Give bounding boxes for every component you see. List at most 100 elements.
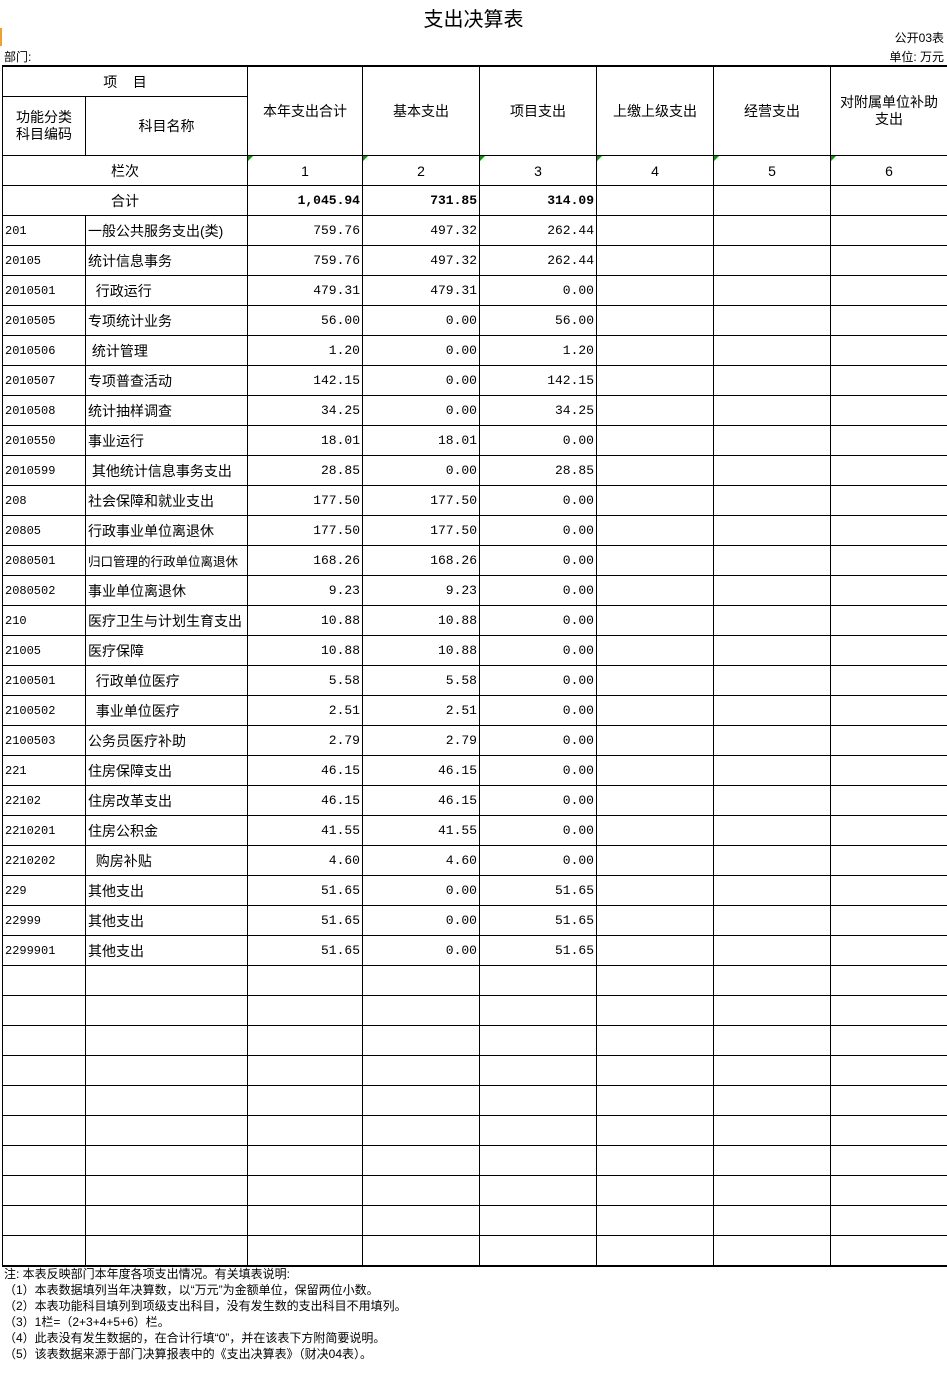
empty-cell[interactable] bbox=[2, 1055, 86, 1086]
row-value[interactable]: 759.76 bbox=[247, 215, 363, 246]
row-code[interactable]: 2080502 bbox=[2, 575, 86, 606]
row-value[interactable]: 2.51 bbox=[362, 695, 480, 726]
row-value[interactable] bbox=[830, 785, 947, 816]
empty-cell[interactable] bbox=[2, 1085, 86, 1116]
empty-cell[interactable] bbox=[596, 1145, 714, 1176]
row-value[interactable] bbox=[596, 605, 714, 636]
row-value[interactable] bbox=[596, 365, 714, 396]
row-value[interactable] bbox=[713, 785, 831, 816]
row-code[interactable]: 2010550 bbox=[2, 425, 86, 456]
row-value[interactable] bbox=[713, 335, 831, 366]
empty-cell[interactable] bbox=[479, 995, 597, 1026]
row-value[interactable]: 10.88 bbox=[247, 635, 363, 666]
empty-cell[interactable] bbox=[2, 965, 86, 996]
empty-cell[interactable] bbox=[85, 1115, 248, 1146]
empty-cell[interactable] bbox=[362, 1025, 480, 1056]
row-value[interactable] bbox=[596, 335, 714, 366]
row-value[interactable] bbox=[713, 605, 831, 636]
row-name[interactable]: 医疗保障 bbox=[85, 635, 248, 666]
row-value[interactable] bbox=[596, 725, 714, 756]
row-value[interactable]: 0.00 bbox=[479, 425, 597, 456]
row-value[interactable] bbox=[596, 815, 714, 846]
row-value[interactable]: 262.44 bbox=[479, 245, 597, 276]
row-code[interactable]: 208 bbox=[2, 485, 86, 516]
row-code[interactable]: 2210201 bbox=[2, 815, 86, 846]
empty-cell[interactable] bbox=[479, 1025, 597, 1056]
row-value[interactable]: 0.00 bbox=[479, 635, 597, 666]
row-value[interactable] bbox=[830, 545, 947, 576]
row-value[interactable] bbox=[596, 665, 714, 696]
row-value[interactable] bbox=[713, 725, 831, 756]
row-value[interactable] bbox=[830, 335, 947, 366]
row-name[interactable]: 医疗卫生与计划生育支出 bbox=[85, 605, 248, 636]
empty-cell[interactable] bbox=[479, 1235, 597, 1267]
empty-cell[interactable] bbox=[362, 1085, 480, 1116]
empty-cell[interactable] bbox=[247, 995, 363, 1026]
row-value[interactable]: 28.85 bbox=[479, 455, 597, 486]
row-name[interactable]: 其他支出 bbox=[85, 905, 248, 936]
row-value[interactable]: 177.50 bbox=[362, 485, 480, 516]
row-value[interactable] bbox=[830, 305, 947, 336]
empty-cell[interactable] bbox=[713, 995, 831, 1026]
total-value[interactable]: 731.85 bbox=[362, 185, 480, 216]
row-value[interactable]: 10.88 bbox=[362, 635, 480, 666]
row-value[interactable]: 10.88 bbox=[247, 605, 363, 636]
empty-cell[interactable] bbox=[362, 965, 480, 996]
row-value[interactable] bbox=[596, 785, 714, 816]
row-code[interactable]: 221 bbox=[2, 755, 86, 786]
row-value[interactable]: 479.31 bbox=[247, 275, 363, 306]
empty-cell[interactable] bbox=[2, 1145, 86, 1176]
row-value[interactable] bbox=[596, 305, 714, 336]
empty-cell[interactable] bbox=[85, 1085, 248, 1116]
total-value[interactable]: 314.09 bbox=[479, 185, 597, 216]
row-value[interactable] bbox=[596, 755, 714, 786]
row-name[interactable]: 公务员医疗补助 bbox=[85, 725, 248, 756]
row-name[interactable]: 行政事业单位离退休 bbox=[85, 515, 248, 546]
row-value[interactable] bbox=[596, 935, 714, 966]
row-value[interactable]: 177.50 bbox=[247, 485, 363, 516]
row-value[interactable]: 142.15 bbox=[247, 365, 363, 396]
row-code[interactable]: 2100501 bbox=[2, 665, 86, 696]
row-value[interactable]: 0.00 bbox=[362, 455, 480, 486]
row-value[interactable] bbox=[830, 845, 947, 876]
empty-cell[interactable] bbox=[713, 1055, 831, 1086]
row-value[interactable]: 142.15 bbox=[479, 365, 597, 396]
row-value[interactable] bbox=[713, 845, 831, 876]
row-name[interactable]: 其他支出 bbox=[85, 935, 248, 966]
row-value[interactable]: 0.00 bbox=[479, 815, 597, 846]
row-name[interactable]: 一般公共服务支出(类) bbox=[85, 215, 248, 246]
row-name[interactable]: 统计抽样调查 bbox=[85, 395, 248, 426]
row-value[interactable]: 497.32 bbox=[362, 215, 480, 246]
row-code[interactable]: 2010599 bbox=[2, 455, 86, 486]
empty-cell[interactable] bbox=[596, 1175, 714, 1206]
row-name[interactable]: 事业单位医疗 bbox=[85, 695, 248, 726]
row-value[interactable] bbox=[713, 395, 831, 426]
empty-cell[interactable] bbox=[596, 1055, 714, 1086]
empty-cell[interactable] bbox=[596, 995, 714, 1026]
empty-cell[interactable] bbox=[247, 1205, 363, 1236]
empty-cell[interactable] bbox=[247, 1055, 363, 1086]
empty-cell[interactable] bbox=[2, 1175, 86, 1206]
row-code[interactable]: 2100503 bbox=[2, 725, 86, 756]
empty-cell[interactable] bbox=[85, 995, 248, 1026]
row-code[interactable]: 20805 bbox=[2, 515, 86, 546]
empty-cell[interactable] bbox=[713, 1235, 831, 1267]
row-code[interactable]: 2010508 bbox=[2, 395, 86, 426]
row-value[interactable] bbox=[830, 695, 947, 726]
row-value[interactable]: 0.00 bbox=[479, 545, 597, 576]
row-value[interactable]: 1.20 bbox=[247, 335, 363, 366]
empty-cell[interactable] bbox=[2, 995, 86, 1026]
row-value[interactable]: 10.88 bbox=[362, 605, 480, 636]
row-code[interactable]: 2010507 bbox=[2, 365, 86, 396]
row-value[interactable]: 168.26 bbox=[247, 545, 363, 576]
row-code[interactable]: 2080501 bbox=[2, 545, 86, 576]
empty-cell[interactable] bbox=[830, 1025, 947, 1056]
total-value[interactable] bbox=[596, 185, 714, 216]
row-value[interactable] bbox=[713, 275, 831, 306]
empty-cell[interactable] bbox=[85, 1235, 248, 1267]
row-value[interactable]: 56.00 bbox=[479, 305, 597, 336]
empty-cell[interactable] bbox=[85, 1145, 248, 1176]
empty-cell[interactable] bbox=[479, 1205, 597, 1236]
empty-cell[interactable] bbox=[713, 1205, 831, 1236]
row-value[interactable]: 56.00 bbox=[247, 305, 363, 336]
